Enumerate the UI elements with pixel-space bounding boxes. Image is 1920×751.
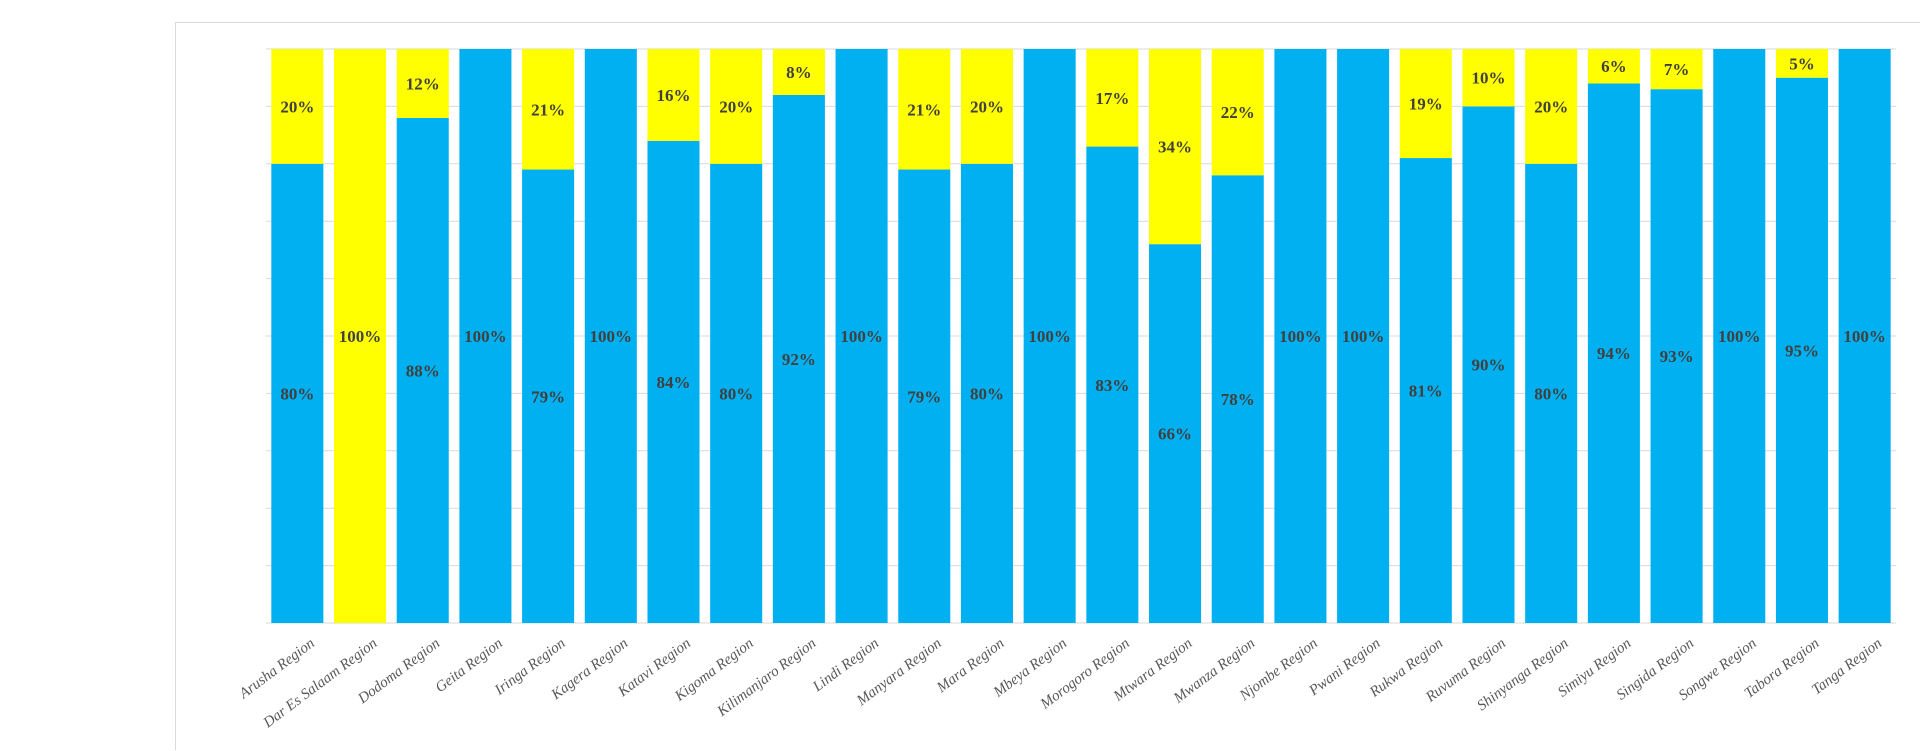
- bar-segment-lower: [1274, 49, 1327, 623]
- data-label-upper: 17%: [1095, 89, 1129, 108]
- data-label-upper: 34%: [1158, 138, 1192, 157]
- data-label-lower: 94%: [1597, 344, 1631, 363]
- bar-segment-lower: [647, 140, 700, 623]
- bar-segment-lower: [1149, 244, 1202, 623]
- data-label-lower: 79%: [531, 387, 565, 406]
- data-label-lower: 100%: [1843, 327, 1886, 346]
- data-label-upper: 21%: [531, 100, 565, 119]
- bar-segment-lower: [1399, 158, 1452, 623]
- data-label-lower: 100%: [1718, 327, 1761, 346]
- bar-segment-lower: [1023, 49, 1076, 623]
- bar-segment-upper: [1587, 49, 1640, 84]
- data-label-upper: 100%: [339, 327, 382, 346]
- bar-segment-lower: [1211, 175, 1264, 623]
- bar-segment-upper: [334, 49, 387, 623]
- bar-segment-lower: [1775, 77, 1828, 623]
- bar-segment-upper: [271, 49, 324, 164]
- data-label-upper: 6%: [1601, 57, 1627, 76]
- bars: [271, 49, 1891, 624]
- bar-segment-lower: [1337, 49, 1390, 623]
- chart-area: 80% 20% 100% 88% 12% 100% 79% 21% 100% 84% 16% 80% 2…: [175, 22, 1920, 750]
- bar-segment-upper: [1525, 49, 1578, 164]
- data-label-lower: 100%: [1279, 327, 1322, 346]
- data-label-upper: 19%: [1409, 95, 1443, 114]
- data-label-upper: 8%: [786, 63, 812, 82]
- bar-segment-lower: [522, 169, 575, 624]
- bar-segment-lower: [960, 163, 1013, 624]
- data-label-lower: 79%: [907, 387, 941, 406]
- data-label-lower: 100%: [464, 327, 507, 346]
- data-label-lower: 100%: [840, 327, 883, 346]
- bar-segment-upper: [710, 49, 763, 164]
- bar-segment-lower: [710, 163, 763, 624]
- category-label: Dar Es Salaam Region: [260, 635, 381, 731]
- data-label-lower: 66%: [1158, 425, 1192, 444]
- bar-segment-lower: [584, 49, 637, 623]
- data-label-upper: 20%: [280, 97, 314, 116]
- data-label-upper: 16%: [657, 86, 691, 105]
- bar-segment-lower: [1713, 49, 1766, 623]
- data-label-lower: 80%: [1534, 384, 1568, 403]
- data-label-upper: 12%: [406, 74, 440, 93]
- bar-segment-upper: [960, 49, 1013, 164]
- bar-segment-lower: [1650, 89, 1703, 624]
- data-label-upper: 5%: [1789, 54, 1815, 73]
- bar-segment-lower: [1587, 83, 1640, 623]
- bar-segment-upper: [1399, 49, 1452, 159]
- data-label-lower: 78%: [1221, 390, 1255, 409]
- bar-segment-upper: [396, 49, 449, 118]
- category-label: Tanga Region: [1809, 635, 1885, 698]
- data-label-upper: 10%: [1472, 69, 1506, 88]
- bar-segment-lower: [772, 94, 825, 624]
- data-label-upper: 20%: [719, 97, 753, 116]
- bar-segment-lower: [835, 49, 888, 623]
- bar-segment-lower: [459, 49, 512, 623]
- data-label-upper: 22%: [1221, 103, 1255, 122]
- bar-segment-upper: [1149, 49, 1202, 245]
- data-label-lower: 100%: [1028, 327, 1071, 346]
- data-label-lower: 95%: [1785, 341, 1819, 360]
- data-label-lower: 88%: [406, 361, 440, 380]
- data-label-lower: 80%: [280, 384, 314, 403]
- data-label-upper: 7%: [1664, 60, 1690, 79]
- bar-segment-lower: [1838, 49, 1891, 623]
- bar-segment-upper: [898, 49, 951, 170]
- bar-segment-upper: [1462, 49, 1515, 107]
- bar-segment-lower: [271, 163, 324, 624]
- bar-segment-lower: [898, 169, 951, 624]
- bar-segment-lower: [1462, 106, 1515, 623]
- stacked-bar-chart: 80% 20% 100% 88% 12% 100% 79% 21% 100% 84% 16% 80% 2…: [236, 48, 1896, 732]
- data-label-lower: 100%: [1342, 327, 1385, 346]
- bar-segment-upper: [1775, 49, 1828, 78]
- data-label-lower: 93%: [1660, 347, 1694, 366]
- data-label-upper: 21%: [907, 100, 941, 119]
- bar-segment-upper: [772, 49, 825, 95]
- data-label-lower: 80%: [719, 384, 753, 403]
- data-label-lower: 84%: [657, 373, 691, 392]
- bar-segment-upper: [647, 49, 700, 141]
- bar-segment-upper: [1086, 49, 1139, 147]
- bar-segment-upper: [522, 49, 575, 170]
- data-label-lower: 80%: [970, 384, 1004, 403]
- data-label-lower: 81%: [1409, 382, 1443, 401]
- bar-segment-upper: [1650, 49, 1703, 90]
- data-label-lower: 100%: [590, 327, 633, 346]
- data-label-lower: 90%: [1472, 356, 1506, 375]
- bar-segment-upper: [1211, 49, 1264, 176]
- data-label-upper: 20%: [970, 97, 1004, 116]
- data-label-lower: 92%: [782, 350, 816, 369]
- bar-segment-lower: [1086, 146, 1139, 623]
- data-label-lower: 83%: [1095, 376, 1129, 395]
- bar-segment-lower: [396, 117, 449, 623]
- data-label-upper: 20%: [1534, 97, 1568, 116]
- bar-segment-lower: [1525, 163, 1578, 624]
- data-labels: 80% 20% 100% 88% 12% 100% 79% 21% 100% 84% 16% 80% 2…: [280, 54, 1886, 443]
